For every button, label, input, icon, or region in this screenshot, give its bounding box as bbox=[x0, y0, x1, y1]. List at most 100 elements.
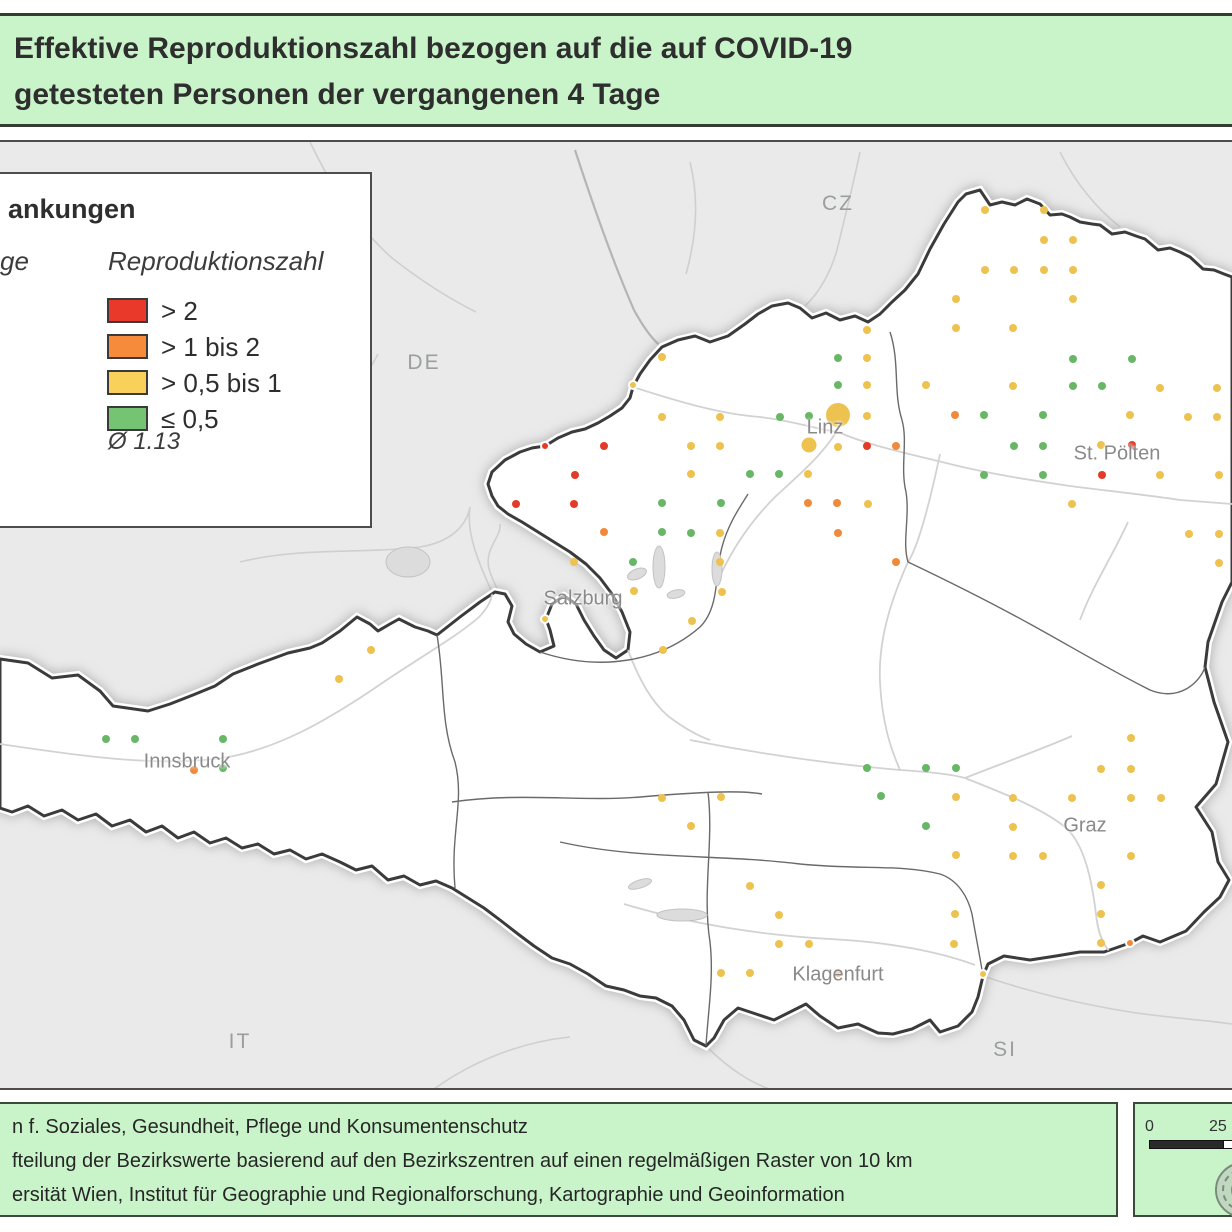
city-label: St. Pölten bbox=[1073, 442, 1161, 465]
title-line-1: Effektive Reproduktionszahl bezogen auf … bbox=[14, 32, 853, 65]
map-svg bbox=[0, 142, 1232, 1088]
district-dot bbox=[805, 940, 813, 948]
district-dot bbox=[980, 471, 988, 479]
district-dot bbox=[687, 822, 695, 830]
district-dot bbox=[1156, 384, 1164, 392]
district-dot bbox=[1009, 823, 1017, 831]
district-dot bbox=[190, 766, 198, 774]
legend-heading: ankungen bbox=[8, 194, 136, 224]
lakes bbox=[627, 545, 723, 922]
legend-box: ankungen ge Reproduktionszahl > 2 > 1 bis… bbox=[0, 172, 372, 528]
district-dot bbox=[658, 353, 666, 361]
district-dot bbox=[717, 969, 725, 977]
legend-color-swatch bbox=[107, 406, 148, 431]
district-dot bbox=[367, 646, 375, 654]
district-dot bbox=[1125, 938, 1135, 948]
district-dot bbox=[952, 295, 960, 303]
district-dot bbox=[1009, 852, 1017, 860]
university-seal-icon bbox=[1215, 1162, 1232, 1218]
district-dot bbox=[1156, 471, 1164, 479]
district-dot bbox=[775, 470, 783, 478]
district-dot bbox=[863, 442, 871, 450]
district-dot bbox=[1069, 266, 1077, 274]
city-label: Klagenfurt bbox=[792, 963, 884, 986]
district-dot bbox=[1039, 442, 1047, 450]
legend-color-swatch bbox=[107, 370, 148, 395]
district-dot bbox=[1069, 295, 1077, 303]
district-dot bbox=[746, 882, 754, 890]
district-dot bbox=[717, 499, 725, 507]
district-dot bbox=[540, 614, 550, 624]
district-dot bbox=[1069, 355, 1077, 363]
district-dot bbox=[775, 940, 783, 948]
district-dot bbox=[775, 911, 783, 919]
footer-line-1: n f. Soziales, Gesundheit, Pflege und Ko… bbox=[12, 1116, 528, 1138]
district-dot bbox=[600, 442, 608, 450]
footer-scalebar-box: 0 25 bbox=[1133, 1102, 1232, 1218]
state-borders bbox=[436, 331, 1206, 1046]
district-dot bbox=[716, 529, 724, 537]
district-dot bbox=[131, 735, 139, 743]
district-dot bbox=[877, 792, 885, 800]
district-dot bbox=[1068, 500, 1076, 508]
district-dot bbox=[1185, 530, 1193, 538]
district-dot bbox=[658, 499, 666, 507]
district-dot bbox=[659, 646, 667, 654]
district-dot bbox=[1040, 236, 1048, 244]
district-dot bbox=[687, 442, 695, 450]
district-dot bbox=[1097, 910, 1105, 918]
district-dot bbox=[716, 442, 724, 450]
district-dot bbox=[1040, 206, 1048, 214]
scalebar-tick-25: 25 bbox=[1209, 1118, 1227, 1135]
district-dot bbox=[1127, 794, 1135, 802]
district-dot bbox=[630, 587, 638, 595]
district-dot bbox=[834, 381, 842, 389]
district-dot bbox=[688, 617, 696, 625]
district-dot bbox=[717, 793, 725, 801]
district-dot bbox=[951, 910, 959, 918]
district-dot bbox=[952, 764, 960, 772]
country-label: IT bbox=[228, 1030, 252, 1053]
foreign-border-de-cz bbox=[573, 149, 663, 348]
district-dot bbox=[952, 793, 960, 801]
district-dot bbox=[826, 403, 850, 427]
district-dot bbox=[658, 413, 666, 421]
district-dot bbox=[834, 443, 842, 451]
district-dot bbox=[1127, 734, 1135, 742]
austria-outline bbox=[0, 188, 1232, 1048]
district-dot bbox=[570, 500, 578, 508]
district-dot bbox=[1097, 441, 1105, 449]
district-dot bbox=[834, 529, 842, 537]
district-dot bbox=[863, 764, 871, 772]
legend-class-label: > 2 bbox=[161, 296, 198, 326]
district-dot bbox=[1215, 530, 1223, 538]
footer-line-2: fteilung der Bezirkswerte basierend auf … bbox=[12, 1150, 913, 1172]
district-dot bbox=[658, 528, 666, 536]
district-dot bbox=[834, 354, 842, 362]
district-dot bbox=[892, 442, 900, 450]
district-dot bbox=[1069, 236, 1077, 244]
district-dot bbox=[864, 500, 872, 508]
title-bar: Effektive Reproduktionszahl bezogen auf … bbox=[0, 13, 1232, 127]
district-dot bbox=[834, 969, 842, 977]
district-dot bbox=[804, 499, 812, 507]
country-label: DE bbox=[407, 351, 441, 374]
district-dot bbox=[1126, 411, 1134, 419]
city-label: Linz bbox=[806, 416, 844, 439]
title-line-2: getesteten Personen der vergangenen 4 Ta… bbox=[14, 78, 661, 111]
district-dot bbox=[600, 528, 608, 536]
district-dot bbox=[1010, 266, 1018, 274]
district-dot bbox=[540, 441, 550, 451]
district-dot bbox=[512, 500, 520, 508]
district-dot bbox=[1215, 559, 1223, 567]
country-label: SI bbox=[993, 1038, 1017, 1061]
district-dot bbox=[1213, 384, 1221, 392]
district-dot bbox=[746, 470, 754, 478]
district-dot bbox=[658, 794, 666, 802]
district-dot bbox=[628, 380, 638, 390]
district-dot bbox=[1010, 442, 1018, 450]
district-dot bbox=[1039, 471, 1047, 479]
district-dot bbox=[1098, 471, 1106, 479]
legend-mean-value: Ø 1.13 bbox=[108, 428, 181, 455]
